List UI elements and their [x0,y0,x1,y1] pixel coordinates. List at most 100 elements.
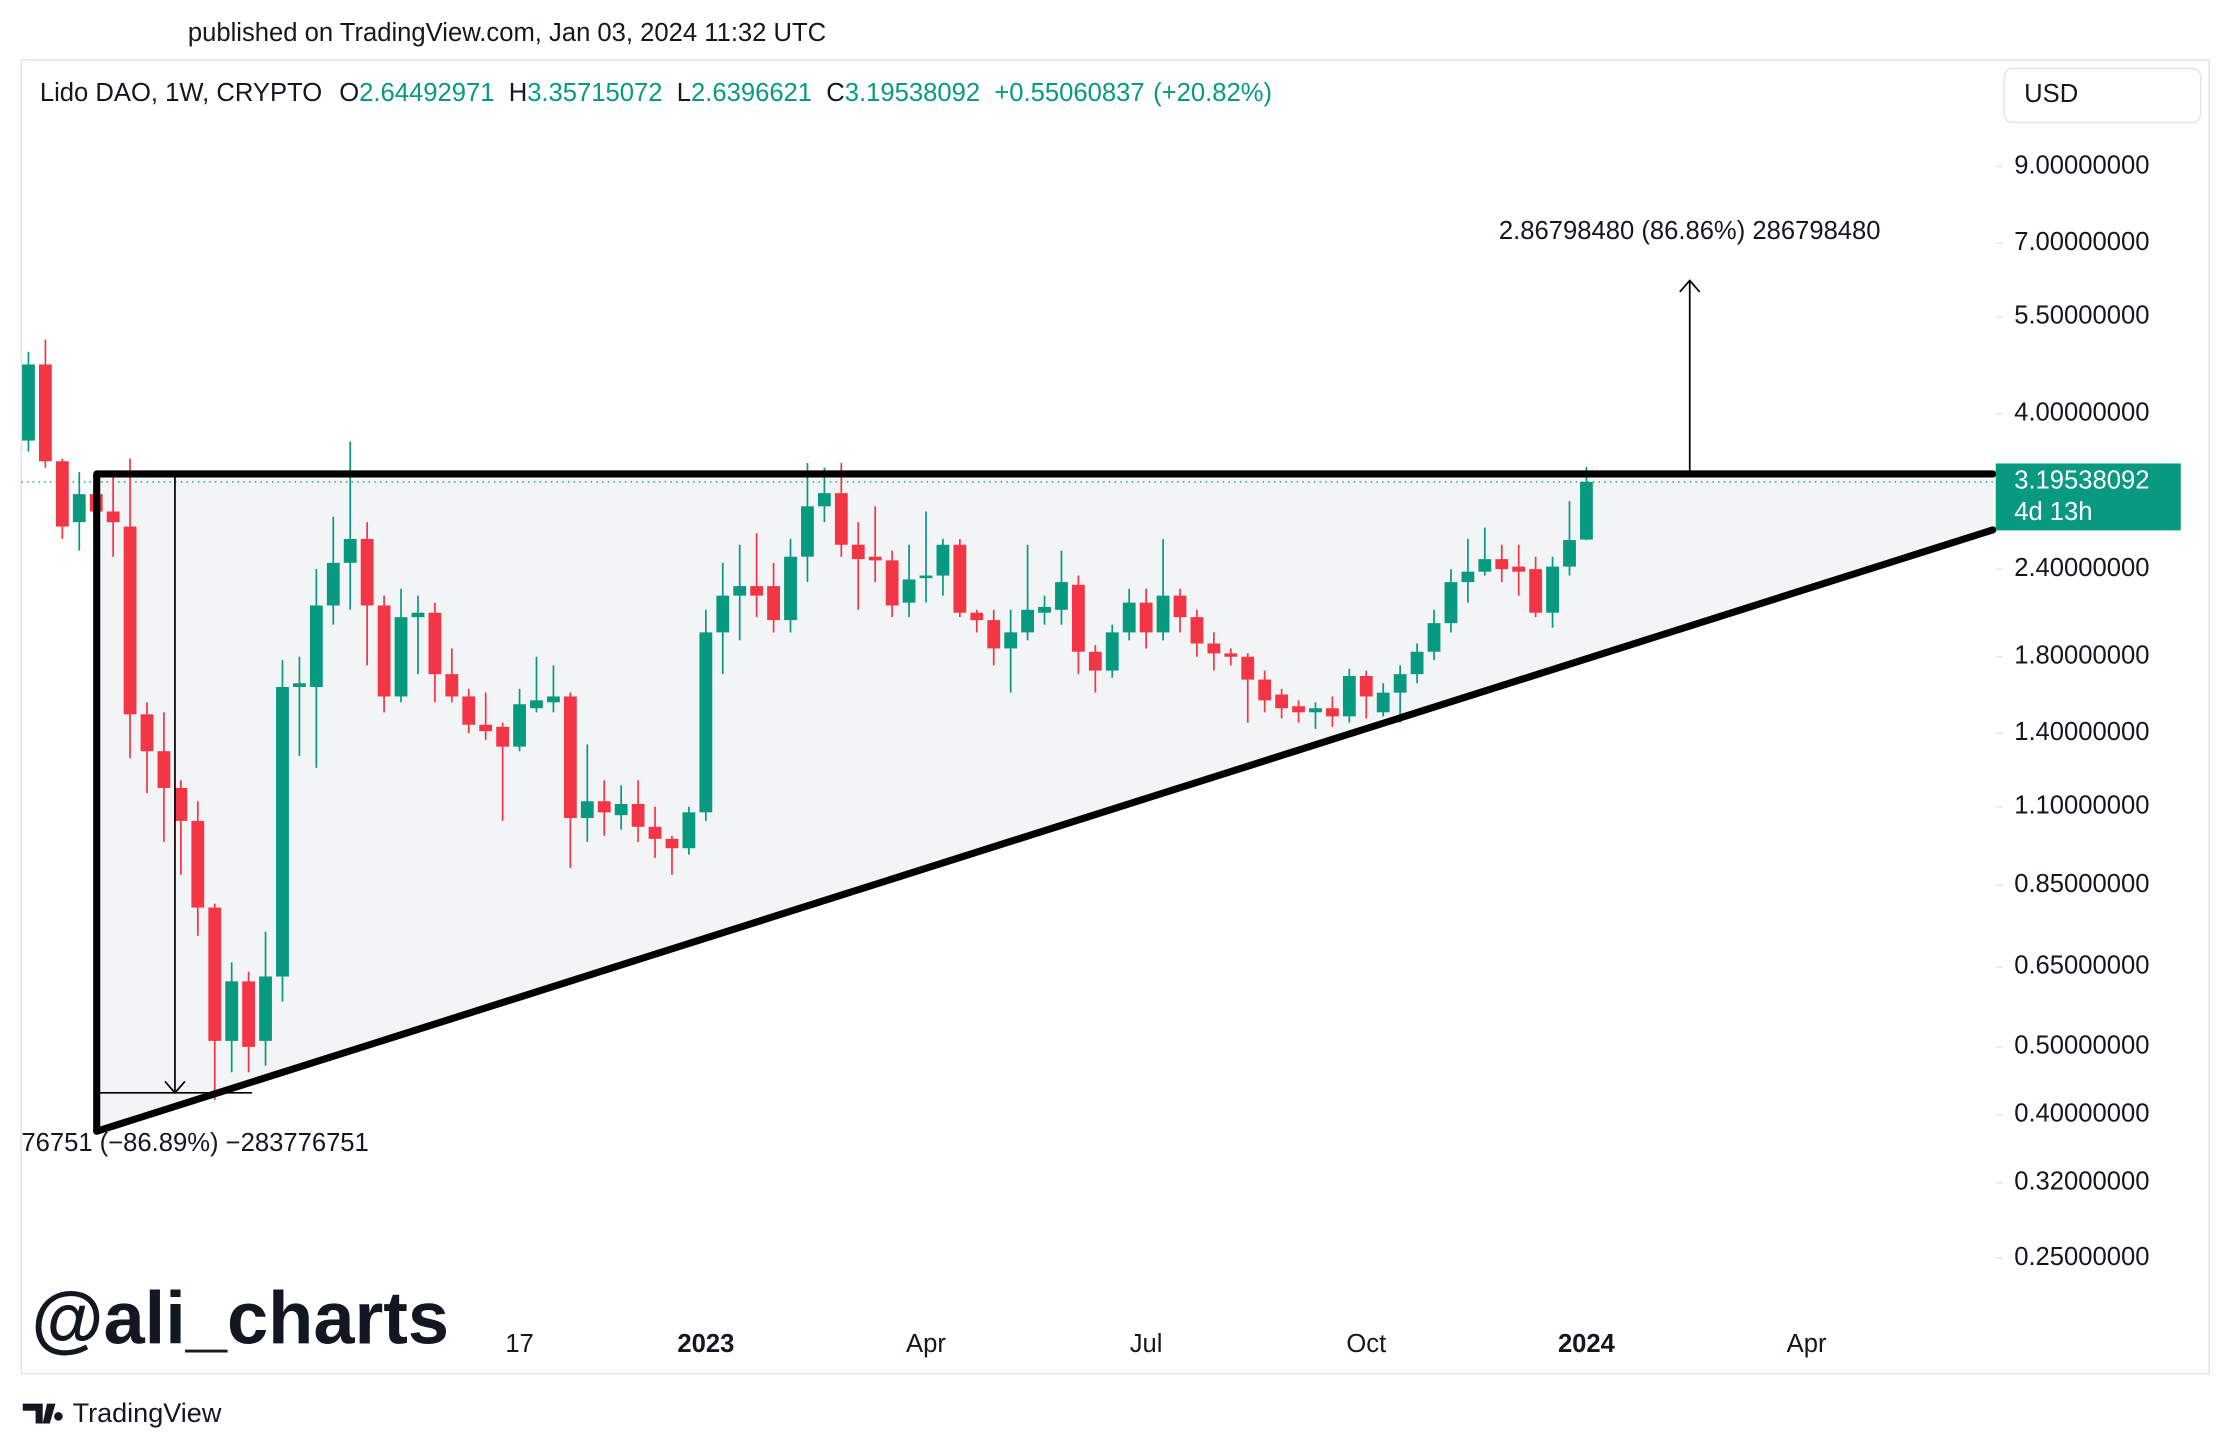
candle-body [1376,692,1390,713]
target-arrowhead [1679,279,1701,293]
candle-body [1393,674,1407,693]
candle-body [513,704,526,747]
currency-box[interactable] [2003,67,2202,124]
candle-body [1292,706,1305,713]
header-field: 2.6396621 [691,79,812,107]
candle-body [208,907,222,1041]
header-field: 3.35715072 [527,79,662,107]
candle-body [1444,582,1458,624]
header-field: H [509,79,528,107]
candle-body [716,595,730,633]
candle-body [326,562,340,606]
candle-body [1122,602,1136,633]
candle-body [1359,675,1373,697]
candle-body [614,803,628,816]
header-field: 2.64492971 [359,79,494,107]
header-field: L [677,79,691,107]
y-tick-label: 1.80000000 [2014,642,2149,670]
candle-body [902,579,916,603]
x-tick-label: Oct [1346,1330,1386,1358]
symbol-header: Lido DAO, 1W, CRYPTO O2.64492971 H3.357150… [40,79,1272,107]
candle-body [1512,566,1526,572]
candle-body [1461,571,1475,583]
candle-body [22,364,35,441]
candle-body [309,605,323,687]
candle-body [191,820,205,908]
pattern-fill [96,473,1993,1132]
x-tick-label: Apr [906,1330,946,1358]
candle-body [106,511,120,523]
candle-body [1241,656,1255,680]
candle-body [462,696,476,725]
candle-body [479,724,493,732]
candle-body [55,461,69,527]
candle-body [445,674,459,697]
x-tick-label: 17 [505,1330,534,1358]
chart-frame [20,59,2210,1375]
candle-body [530,700,543,709]
published-note: published on TradingView.com, Jan 03, 20… [188,19,826,47]
candle-body [1088,651,1102,671]
x-tick-label: 2024 [1558,1330,1616,1358]
logo-icon [22,1403,63,1424]
candle-body [648,826,662,839]
candle-body [868,556,882,561]
y-tick-label: 0.65000000 [2014,952,2149,980]
candle-body [157,751,171,788]
candle-body [1156,595,1170,633]
price-label: 3.19538092 [2014,467,2149,495]
pattern-support [93,526,1997,1135]
y-tick-label: 0.85000000 [2014,870,2149,898]
candle-body [1427,623,1441,652]
candle-body [225,981,239,1041]
candle-body [834,493,848,545]
candle-body [1495,559,1509,570]
y-tick-label: 0.50000000 [2014,1032,2149,1060]
candle-body [1563,540,1576,567]
candle-body [563,696,577,819]
y-tick-label: 7.00000000 [2014,228,2149,256]
candle-body [242,981,256,1047]
candle-body [699,632,713,813]
candle-body [885,560,899,606]
y-tick-label: 9.00000000 [2014,151,2149,179]
drop-label: 76751 (−86.89%) −283776751 [21,1129,368,1157]
candle-body [1309,708,1322,713]
candle-body [38,364,52,462]
candle-body [936,544,950,576]
candle-body [970,612,984,621]
y-tick-label: 0.25000000 [2014,1243,2149,1271]
y-tick-label: 1.10000000 [2014,792,2149,820]
candle-body [919,575,933,579]
candle-body [801,506,814,557]
header-field: (+20.82%) [1153,79,1272,107]
candle-body [496,726,510,747]
candle-body [767,586,780,621]
candle-body [428,612,442,675]
y-tick-label: 5.50000000 [2014,301,2149,329]
candle-body [733,586,747,596]
candle-body [174,787,188,821]
header-field: +0.55060837 [994,79,1144,107]
candle-body [1529,569,1543,613]
candle-body [276,686,289,977]
logo-text: TradingView [73,1398,222,1428]
candle-body [597,801,611,813]
price-label-box [1995,463,2181,531]
x-tick-label: Apr [1787,1330,1827,1358]
candle-body [1105,632,1119,671]
candle-body [123,526,137,715]
candle-body [1038,606,1051,613]
candle-body [1580,481,1593,540]
y-tick-label: 0.40000000 [2014,1100,2149,1128]
candle-body [1258,679,1272,701]
candle-body [1021,609,1035,633]
currency[interactable]: USD [2024,80,2078,108]
candle-body [360,538,374,606]
candle-body [1173,595,1187,618]
y-tick-label: 0.32000000 [2014,1168,2149,1196]
candle-body [1478,559,1492,572]
watermark: @ali_charts [31,1276,449,1359]
candle-body [1004,632,1018,649]
